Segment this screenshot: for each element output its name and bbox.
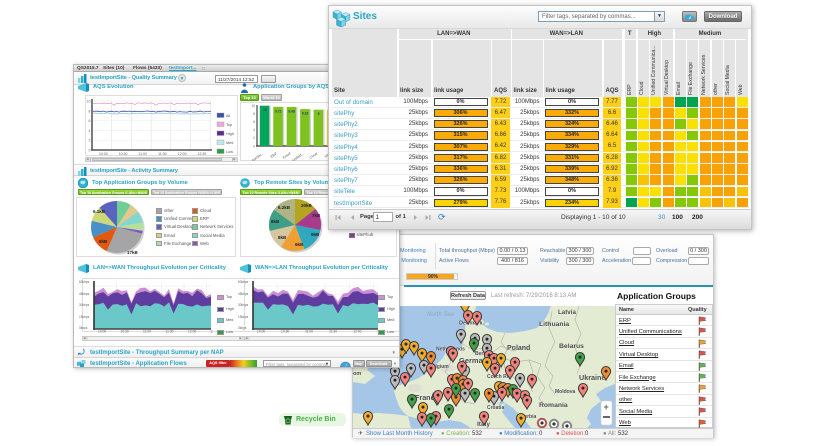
- svg-text:8kB: 8kB: [271, 219, 280, 224]
- svg-text:NetSer...: NetSer...: [251, 152, 264, 161]
- svg-text:Romania: Romania: [539, 402, 568, 409]
- svg-text:Latvia: Latvia: [558, 309, 576, 316]
- svg-text:9: 9: [318, 112, 320, 116]
- svg-text:9.16: 9.16: [302, 112, 309, 116]
- svg-text:11:00: 11:00: [138, 152, 147, 156]
- svg-text:High: High: [226, 132, 234, 136]
- svg-text:6: 6: [253, 120, 255, 124]
- svg-text:Belarus: Belarus: [559, 343, 584, 350]
- svg-text:10: 10: [251, 104, 255, 108]
- svg-text:20kB: 20kB: [301, 203, 313, 208]
- svg-text:8kB: 8kB: [99, 239, 108, 244]
- svg-text:10:30: 10:30: [119, 152, 128, 156]
- svg-text:10:00: 10:00: [98, 330, 106, 334]
- svg-text:6.2kB: 6.2kB: [278, 205, 291, 210]
- svg-text:10:30: 10:30: [281, 330, 289, 334]
- svg-text:4: 4: [89, 129, 91, 133]
- svg-text:11:30: 11:30: [166, 330, 174, 334]
- svg-text:Croatia: Croatia: [487, 405, 504, 411]
- svg-text:2: 2: [89, 139, 91, 143]
- svg-text:Low: Low: [226, 150, 233, 154]
- svg-text:9.68: 9.68: [288, 110, 295, 114]
- svg-text:9kB: 9kB: [311, 232, 320, 237]
- svg-text:9.72: 9.72: [275, 109, 282, 113]
- svg-text:North Sea: North Sea: [427, 312, 455, 318]
- svg-text:Denmark: Denmark: [459, 321, 483, 327]
- svg-text:11:00: 11:00: [305, 330, 313, 334]
- svg-text:8kB: 8kB: [278, 235, 287, 240]
- svg-text:+: +: [604, 402, 609, 412]
- svg-text:10: 10: [87, 100, 91, 104]
- svg-text:Unified...: Unified...: [291, 152, 304, 161]
- svg-text:Vir...: Vir...: [324, 152, 332, 159]
- svg-text:Email: Email: [282, 151, 291, 159]
- svg-text:11:30: 11:30: [158, 152, 167, 156]
- svg-text:11:00: 11:00: [143, 330, 151, 334]
- svg-text:6: 6: [89, 119, 91, 123]
- svg-text:0: 0: [253, 144, 255, 148]
- svg-text:17kB: 17kB: [127, 250, 139, 255]
- svg-text:10: 10: [263, 108, 267, 112]
- svg-text:Cloud: Cloud: [309, 151, 319, 159]
- svg-text:10:00: 10:00: [99, 152, 108, 156]
- svg-text:8: 8: [89, 109, 91, 113]
- svg-text:Poland: Poland: [507, 345, 530, 352]
- svg-text:2: 2: [253, 136, 255, 140]
- svg-text:Germany: Germany: [459, 356, 492, 365]
- svg-text:0: 0: [89, 149, 91, 153]
- svg-text:10:30: 10:30: [121, 330, 129, 334]
- svg-text:10:00: 10:00: [257, 330, 265, 334]
- svg-text:Ukraine: Ukraine: [579, 373, 605, 382]
- svg-text:6.1kB: 6.1kB: [93, 209, 106, 214]
- svg-text:ERP: ERP: [270, 151, 279, 159]
- svg-text:Serbia: Serbia: [521, 414, 537, 420]
- svg-text:om: om: [353, 371, 361, 377]
- svg-text:12:00: 12:00: [188, 330, 196, 334]
- svg-text:Med: Med: [226, 141, 233, 145]
- svg-text:4: 4: [253, 128, 255, 132]
- svg-text:Franc: Franc: [415, 393, 435, 402]
- svg-text:Moldova: Moldova: [555, 389, 575, 395]
- svg-text:Berlin: Berlin: [475, 351, 489, 357]
- svg-text:8: 8: [253, 112, 255, 116]
- svg-text:Belgium: Belgium: [429, 364, 449, 370]
- svg-text:12:00: 12:00: [353, 330, 361, 334]
- svg-text:11:30: 11:30: [329, 330, 337, 334]
- svg-text:6kB: 6kB: [295, 242, 304, 247]
- svg-text:12:30: 12:30: [211, 330, 214, 334]
- svg-text:Lithuania: Lithuania: [539, 321, 569, 328]
- svg-text:All: All: [226, 114, 230, 118]
- svg-text:Czech Re: Czech Re: [487, 374, 510, 380]
- svg-text:12:30: 12:30: [198, 152, 207, 156]
- svg-text:12:00: 12:00: [178, 152, 187, 156]
- svg-text:Top: Top: [226, 123, 232, 127]
- svg-text:7kB: 7kB: [312, 213, 321, 218]
